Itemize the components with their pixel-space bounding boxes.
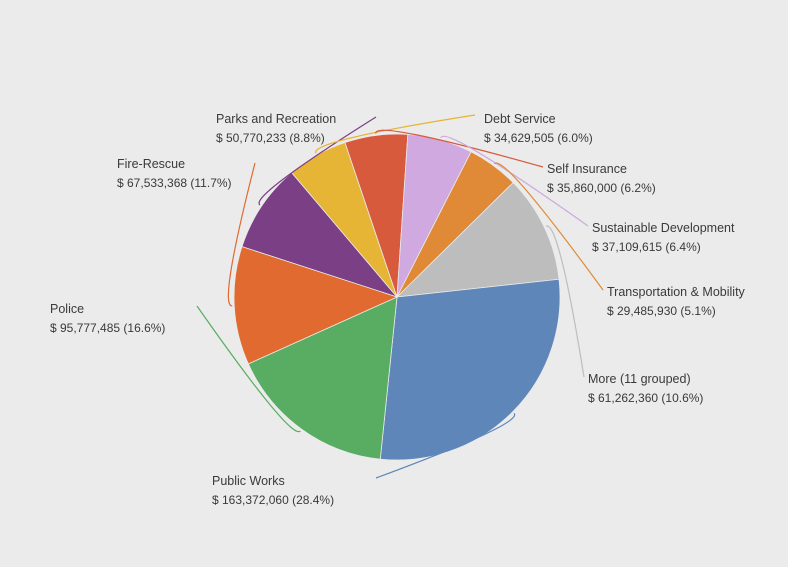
leader-line-sustainable-development [440,135,589,227]
pie-slices [233,133,561,461]
leader-line-debt-service [315,114,476,154]
pie-slice-more-11-grouped [395,182,560,298]
leader-line-self-insurance [375,129,544,168]
slice-label-value-transportation-and-mobility: $ 29,485,930 (5.1%) [607,304,716,318]
leader-line-transportation-and-mobility [494,162,604,291]
slice-label-value-sustainable-development: $ 37,109,615 (6.4%) [592,240,701,254]
leader-line-parks-and-recreation [258,116,377,206]
slice-label-value-public-works: $ 163,372,060 (28.4%) [212,493,334,507]
leader-line-more-11-grouped [545,225,585,378]
slice-label-name-sustainable-development: Sustainable Development [592,221,735,235]
slice-label-value-self-insurance: $ 35,860,000 (6.2%) [547,181,656,195]
leader-line-fire-rescue [227,162,256,307]
slice-label-name-transportation-and-mobility: Transportation & Mobility [607,285,746,299]
leader-line-police [196,305,301,433]
slice-label-name-self-insurance: Self Insurance [547,162,627,176]
leader-line-public-works [375,412,516,479]
slice-label-value-more-11-grouped: $ 61,262,360 (10.6%) [588,391,703,405]
slice-label-value-debt-service: $ 34,629,505 (6.0%) [484,131,593,145]
slice-label-name-debt-service: Debt Service [484,112,556,126]
slice-label-name-more-11-grouped: More (11 grouped) [588,372,691,386]
slice-label-name-public-works: Public Works [212,474,285,488]
pie-slice-fire-rescue [233,246,399,365]
slice-labels: Parks and Recreation $ 50,770,233 (8.8%) D… [50,112,746,507]
slice-label-name-police: Police [50,302,84,316]
pie-slice-public-works [379,278,561,461]
slice-label-value-fire-rescue: $ 67,533,368 (11.7%) [117,176,232,190]
slice-label-name-fire-rescue: Fire-Rescue [117,157,185,171]
pie-slice-police [247,296,398,460]
slice-label-value-police: $ 95,777,485 (16.6%) [50,321,165,335]
leader-lines [196,114,604,479]
slice-label-name-parks-and-recreation: Parks and Recreation [216,112,336,126]
slice-label-value-parks-and-recreation: $ 50,770,233 (8.8%) [216,131,325,145]
